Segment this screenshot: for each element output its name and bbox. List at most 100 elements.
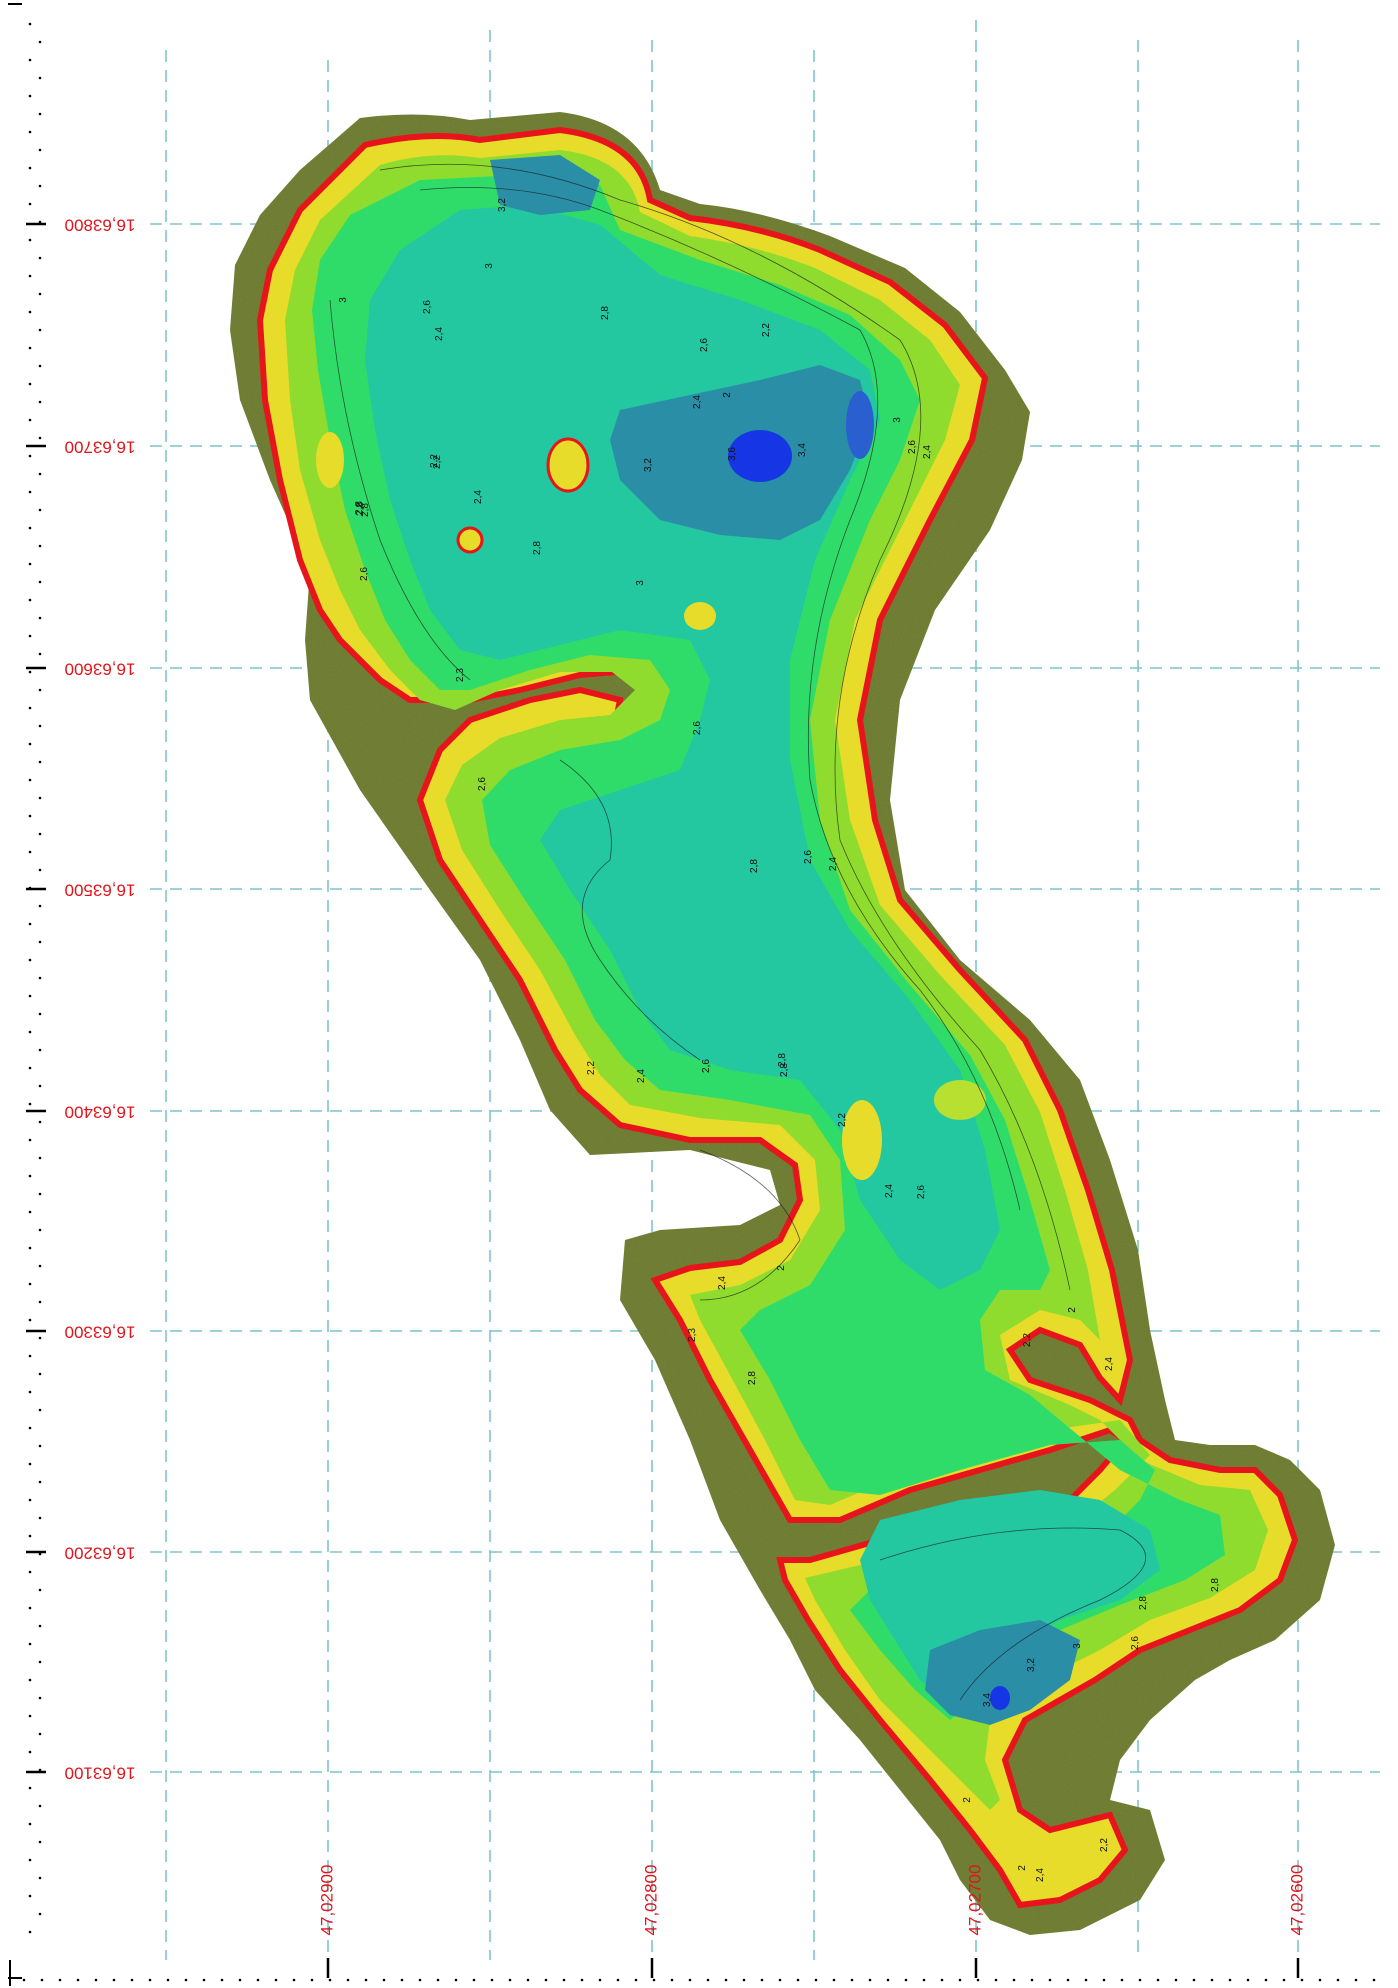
axis-dot <box>28 634 32 638</box>
contour-label: 2,4 <box>692 395 703 409</box>
latitude-label: 16,63700 <box>65 438 136 457</box>
axis-dot <box>28 994 32 998</box>
longitude-labels: 47,02900 47,02800 47,02700 47,02600 <box>317 1865 1306 1936</box>
contour-label: 2,6 <box>907 440 918 454</box>
axis-dot <box>28 742 32 746</box>
axis-dot <box>28 778 32 782</box>
axis-dot <box>1354 1978 1358 1982</box>
axis-dot <box>38 1408 42 1412</box>
axis-dot <box>382 1978 386 1982</box>
axis-dot <box>38 328 42 332</box>
contour-label: 2,8 <box>779 1063 790 1077</box>
axis-dot <box>38 1768 42 1772</box>
axis-dot <box>38 1084 42 1088</box>
latitude-label: 16,63100 <box>65 1764 136 1783</box>
axis-dot <box>28 1282 32 1286</box>
axis-dot <box>28 1246 32 1250</box>
axis-dot <box>38 688 42 692</box>
contour-label: 2 <box>1067 1307 1078 1313</box>
axis-dot <box>38 1876 42 1880</box>
contour-label: 3 <box>338 297 349 303</box>
axis-dot <box>38 508 42 512</box>
axis-dot <box>148 1978 152 1982</box>
contour-label: 2,2 <box>761 323 772 337</box>
axis-dot <box>28 1750 32 1754</box>
axis-dot <box>28 58 32 62</box>
contour-label: 2,4 <box>636 1069 647 1083</box>
latitude-ticks <box>26 222 46 1774</box>
axis-dot <box>994 1978 998 1982</box>
axis-dot <box>38 1156 42 1160</box>
axis-dot <box>28 1174 32 1178</box>
axis-dot <box>38 1264 42 1268</box>
axis-dot <box>28 1354 32 1358</box>
axis-dot <box>436 1978 440 1982</box>
contour-label: 2,6 <box>692 721 703 735</box>
axis-dot <box>1084 1978 1088 1982</box>
contour-label: 2,8 <box>1138 1596 1149 1610</box>
latitude-label: 16,63500 <box>65 881 136 900</box>
axis-dot <box>778 1978 782 1982</box>
axis-dot <box>28 94 32 98</box>
axis-dot <box>38 112 42 116</box>
axis-dot <box>38 796 42 800</box>
axis-dot <box>256 1978 260 1982</box>
axis-dot <box>38 616 42 620</box>
axis-dot <box>28 238 32 242</box>
contour-label: 2,8 <box>1210 1578 1221 1592</box>
contour-label: 2,4 <box>1104 1357 1115 1371</box>
axis-dot <box>400 1978 404 1982</box>
contour-label: 2,6 <box>477 777 488 791</box>
axis-dot <box>38 184 42 188</box>
axis-dot <box>580 1978 584 1982</box>
axis-dot <box>38 1012 42 1016</box>
axis-dot <box>346 1978 350 1982</box>
axis-dot <box>1372 1978 1376 1982</box>
longitude-label: 47,02700 <box>965 1865 984 1936</box>
depth-zone-mid-deep-south <box>860 1490 1160 1700</box>
contour-label: 2,4 <box>828 857 839 871</box>
axis-dot <box>814 1978 818 1982</box>
axis-dot <box>1012 1978 1016 1982</box>
axis-dot <box>832 1978 836 1982</box>
axis-dot <box>28 850 32 854</box>
axis-dot <box>38 1336 42 1340</box>
axis-dot <box>38 544 42 548</box>
axis-dot <box>28 490 32 494</box>
axis-dot <box>1174 1978 1178 1982</box>
contour-label: 2,8 <box>360 503 371 517</box>
depth-zone-deepest <box>728 430 792 482</box>
axis-dot <box>38 1696 42 1700</box>
axis-dot <box>220 1978 224 1982</box>
axis-dot <box>112 1978 116 1982</box>
axis-dot <box>562 1978 566 1982</box>
axis-dot <box>28 166 32 170</box>
contour-label: 2 <box>1017 1865 1028 1871</box>
axis-dot <box>1300 1978 1304 1982</box>
contour-label: 3 <box>635 580 646 586</box>
axis-dot <box>28 1390 32 1394</box>
axis-dot <box>28 958 32 962</box>
axis-dot <box>28 1894 32 1898</box>
contour-label: 3 <box>1072 1643 1083 1649</box>
axis-dot <box>28 1822 32 1826</box>
longitude-ticks <box>326 1958 1300 1978</box>
axis-dot <box>28 418 32 422</box>
axis-dot <box>38 148 42 152</box>
axis-dot <box>38 220 42 224</box>
contour-label: 3,2 <box>1026 1658 1037 1672</box>
contour-label: 2,3 <box>687 1328 698 1342</box>
axis-dot <box>28 346 32 350</box>
contour-labels: 3,2 3 2,6 2,4 2,8 3 2,6 2,2 2,4 2 2,2 2,… <box>338 198 1221 1882</box>
axis-dot <box>38 1912 42 1916</box>
axis-dot <box>706 1978 710 1982</box>
axis-dot <box>38 724 42 728</box>
axis-dot <box>1120 1978 1124 1982</box>
axis-dot <box>454 1978 458 1982</box>
axis-dot <box>1102 1978 1106 1982</box>
axis-dot <box>28 1030 32 1034</box>
axis-dot <box>202 1978 206 1982</box>
axis-dot <box>28 454 32 458</box>
axis-dot <box>742 1978 746 1982</box>
